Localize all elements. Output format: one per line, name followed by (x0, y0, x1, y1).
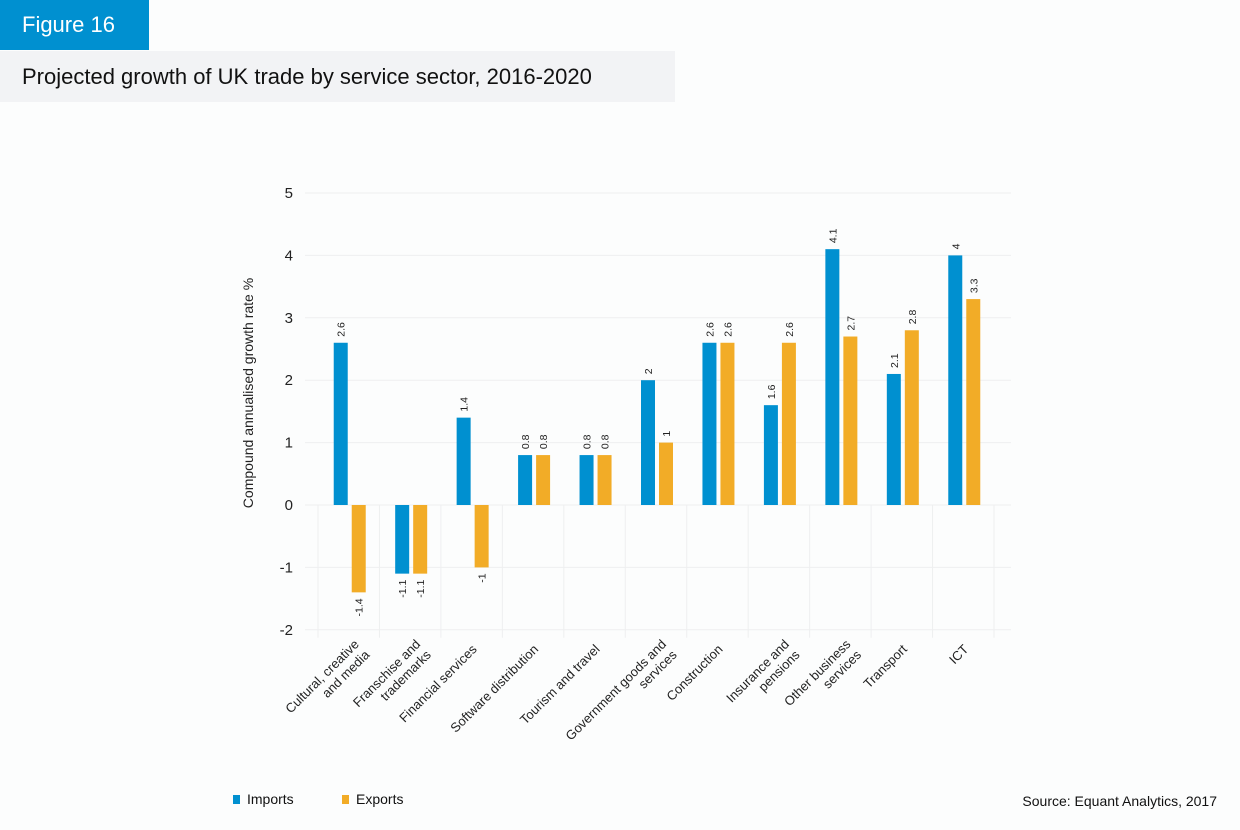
y-tick-label: -2 (280, 622, 293, 639)
exports-bar (536, 455, 551, 505)
exports-bar (597, 455, 612, 505)
exports-data-label: 2.8 (907, 310, 919, 325)
figure-label: Figure 16 (0, 0, 149, 50)
exports-data-label: 2.6 (784, 322, 796, 337)
legend-label-imports: Imports (247, 791, 294, 807)
exports-data-label: 2.6 (722, 322, 734, 337)
y-tick-label: -1 (280, 559, 293, 576)
exports-data-label: 2.7 (845, 316, 857, 331)
imports-data-label: 0.8 (520, 434, 532, 449)
category-label: Cultural, creativeand media (282, 636, 373, 727)
imports-bar (579, 455, 594, 505)
data-labels: 2.6 -1.1 1.4 0.8 0.8 2 2.6 1.6 4.1 2.1 4 -1.4 -1.1 -1… (336, 228, 981, 616)
exports-data-label: -1 (477, 573, 489, 582)
imports-bar (641, 380, 655, 505)
imports-data-label: 4.1 (827, 228, 839, 243)
exports-data-label: 0.8 (600, 434, 612, 449)
imports-bar (333, 342, 348, 505)
exports-bar (781, 342, 796, 505)
chart-title: Projected growth of UK trade by service … (0, 51, 675, 102)
exports-data-label: 1 (661, 431, 673, 437)
imports-bar (395, 505, 410, 574)
legend-item-exports: Exports (342, 791, 403, 807)
legend-item-imports: Imports (233, 791, 294, 807)
bars (333, 249, 981, 593)
imports-bar (825, 249, 840, 505)
category-label-line: Transport (860, 641, 910, 691)
imports-bar (456, 417, 471, 505)
exports-data-label: -1.4 (354, 598, 366, 616)
y-axis-label: Compound annualised growth rate % (240, 278, 256, 508)
exports-bar (474, 505, 489, 568)
imports-bar (518, 455, 533, 505)
imports-data-label: 1.6 (766, 384, 778, 399)
category-label: ICT (946, 641, 971, 666)
y-tick-label: 5 (285, 185, 293, 202)
exports-bar (843, 336, 858, 505)
legend-label-exports: Exports (356, 791, 404, 807)
exports-bar (659, 442, 673, 505)
exports-bar (720, 342, 735, 505)
source-note: Source: Equant Analytics, 2017 (1022, 793, 1217, 809)
category-label: Transport (860, 641, 910, 691)
y-tick-label: 4 (285, 247, 293, 264)
category-label-line: Government goods and (562, 637, 669, 744)
imports-data-label: 1.4 (459, 397, 471, 412)
imports-bar (763, 405, 778, 505)
imports-data-label: 4 (950, 243, 962, 249)
imports-data-label: 2.6 (336, 322, 348, 337)
imports-data-label: 2.6 (704, 322, 716, 337)
imports-bar (948, 255, 963, 505)
y-tick-label: 2 (285, 372, 293, 389)
exports-bar (351, 505, 366, 593)
imports-bar (886, 373, 901, 505)
imports-data-label: 2.1 (889, 353, 901, 368)
imports-data-label: -1.1 (397, 579, 409, 597)
y-tick-label: 3 (285, 310, 293, 327)
y-axis: 5 4 3 2 1 0 -1 -2 (280, 185, 293, 639)
category-label-line: ICT (946, 641, 971, 666)
exports-data-label: -1.1 (415, 579, 427, 597)
y-tick-label: 0 (285, 497, 293, 514)
exports-data-label: 0.8 (538, 434, 550, 449)
imports-bar (702, 342, 717, 505)
exports-bar (966, 299, 981, 505)
exports-swatch (342, 794, 349, 804)
imports-swatch (233, 794, 240, 804)
exports-bar (413, 505, 428, 574)
y-tick-label: 1 (285, 435, 293, 452)
imports-data-label: 0.8 (582, 434, 594, 449)
imports-data-label: 2 (643, 368, 655, 374)
exports-data-label: 3.3 (968, 278, 980, 293)
exports-bar (904, 330, 919, 505)
